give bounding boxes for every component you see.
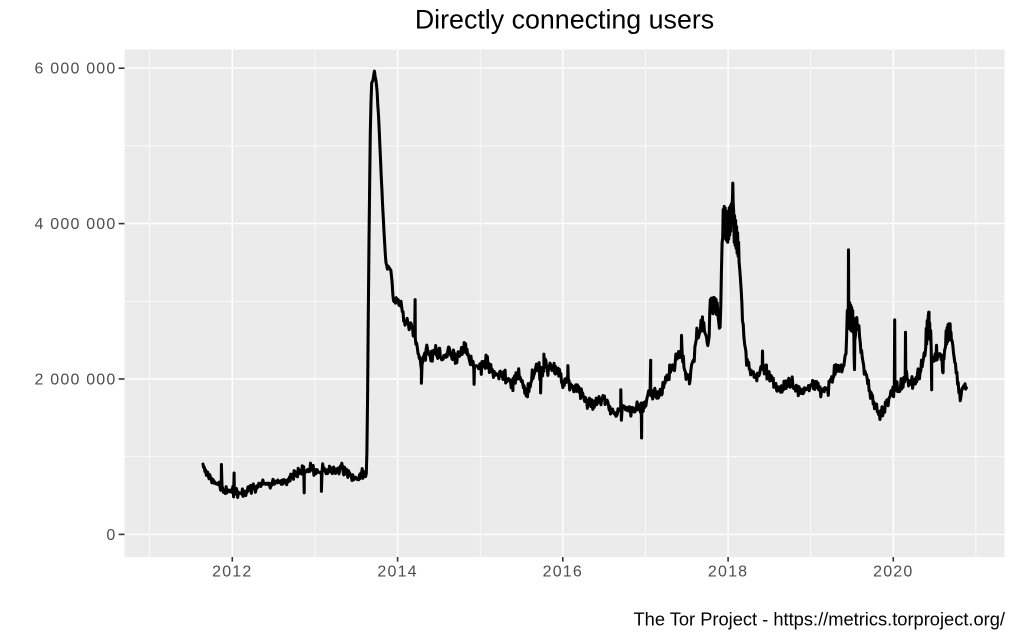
svg-text:6 000 000: 6 000 000 (35, 61, 117, 78)
svg-text:2020: 2020 (873, 564, 913, 581)
svg-text:2018: 2018 (708, 564, 748, 581)
svg-text:The Tor Project - https://metr: The Tor Project - https://metrics.torpro… (633, 608, 1005, 629)
svg-text:2012: 2012 (212, 564, 252, 581)
svg-text:2014: 2014 (377, 564, 417, 581)
svg-text:Directly connecting users: Directly connecting users (415, 4, 714, 34)
svg-text:4 000 000: 4 000 000 (35, 216, 117, 233)
svg-text:0: 0 (106, 527, 116, 544)
svg-text:2 000 000: 2 000 000 (35, 372, 117, 389)
svg-text:2016: 2016 (543, 564, 583, 581)
